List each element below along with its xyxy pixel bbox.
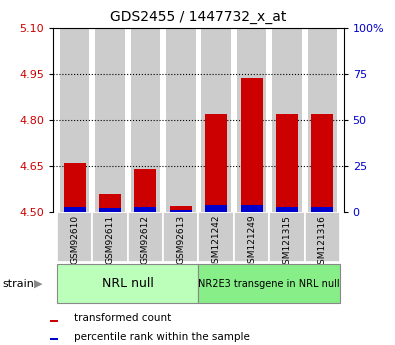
Bar [311,207,333,212]
Bar [50,338,58,340]
Bar [205,205,227,212]
Bar [50,320,58,322]
Bar [130,28,160,212]
Bar [201,28,231,212]
Text: GSM92610: GSM92610 [70,215,79,264]
Bar [199,212,234,262]
Bar [276,207,298,212]
Title: GDS2455 / 1447732_x_at: GDS2455 / 1447732_x_at [110,10,287,24]
Bar [234,212,269,262]
Bar [134,207,156,212]
Bar [99,208,121,212]
Text: transformed count: transformed count [74,313,171,323]
Bar [60,28,89,212]
Bar [64,207,86,212]
Bar [64,163,86,212]
Bar [241,205,263,212]
Bar [166,28,196,212]
Text: GSM121249: GSM121249 [247,215,256,269]
Bar [57,264,199,303]
Bar [276,114,298,212]
Bar [92,212,128,262]
Bar [272,28,302,212]
Bar [305,212,340,262]
Bar [99,194,121,212]
Bar [128,212,163,262]
Bar [134,169,156,212]
Bar [170,206,192,212]
Text: GSM92612: GSM92612 [141,215,150,264]
Bar [205,114,227,212]
Bar [241,78,263,212]
Bar [237,28,267,212]
Bar [163,212,199,262]
Bar [95,28,125,212]
Bar [311,114,333,212]
Text: GSM121315: GSM121315 [282,215,292,269]
Text: percentile rank within the sample: percentile rank within the sample [74,332,250,342]
Bar [308,28,337,212]
Text: GSM121242: GSM121242 [212,215,221,269]
Text: NR2E3 transgene in NRL null: NR2E3 transgene in NRL null [198,279,340,289]
Bar [170,210,192,212]
Bar [269,212,305,262]
Bar [199,264,340,303]
Text: GSM92613: GSM92613 [176,215,185,264]
Bar [57,212,92,262]
Text: strain: strain [2,279,34,288]
Text: ▶: ▶ [34,279,42,288]
Text: GSM121316: GSM121316 [318,215,327,269]
Text: NRL null: NRL null [102,277,154,290]
Text: GSM92611: GSM92611 [105,215,115,264]
